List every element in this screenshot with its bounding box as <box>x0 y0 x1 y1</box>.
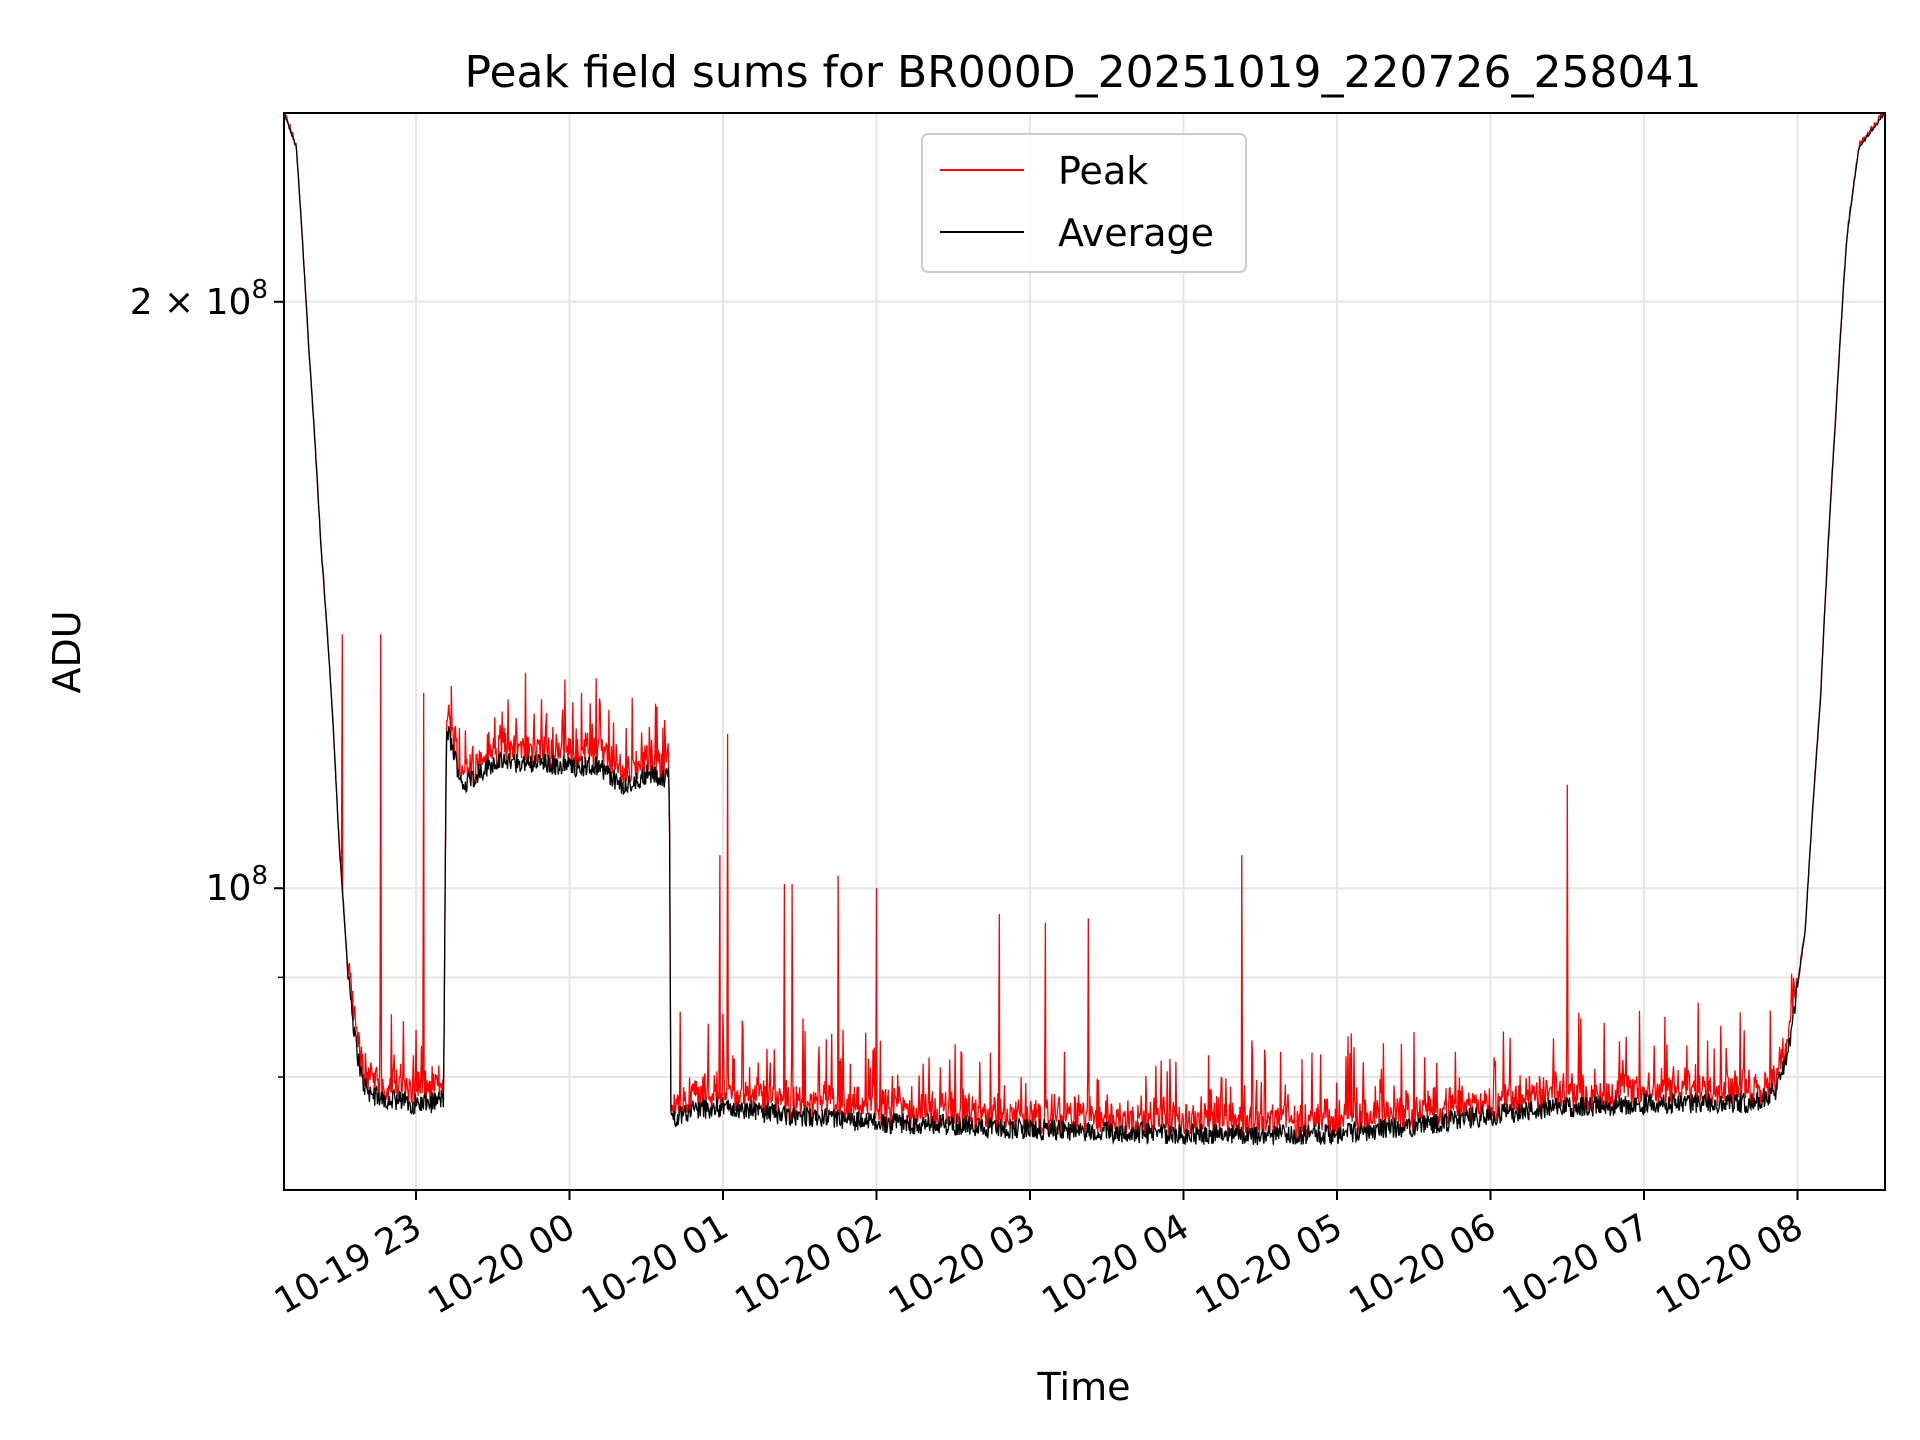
y-tick-label: 108 <box>206 861 268 909</box>
legend: Peak Average <box>921 133 1247 273</box>
plot-lines <box>284 113 1885 1146</box>
y-axis: 108 2 × 108 <box>130 275 284 1078</box>
legend-average-label: Average <box>1058 211 1214 255</box>
chart-title: Peak field sums for BR000D_20251019_2207… <box>465 47 1702 98</box>
x-axis-label: Time <box>1037 1365 1131 1409</box>
series-peak <box>284 113 1885 1145</box>
legend-peak-label: Peak <box>1058 149 1148 193</box>
y-axis-label: ADU <box>45 610 89 693</box>
series-average <box>284 113 1885 1146</box>
plot-frame <box>283 112 1886 1191</box>
legend-box <box>921 133 1247 273</box>
y-tick-label: 2 × 108 <box>130 275 268 323</box>
